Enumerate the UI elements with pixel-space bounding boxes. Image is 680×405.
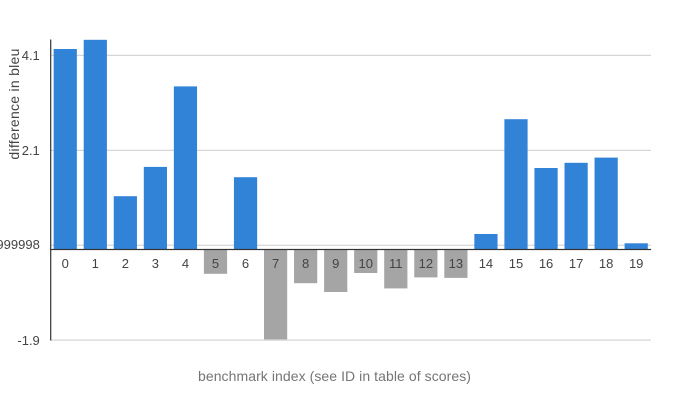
svg-text:0: 0 [62,256,69,271]
svg-text:1: 1 [92,256,99,271]
svg-text:4: 4 [182,256,189,271]
svg-text:18: 18 [599,256,613,271]
svg-text:benchmark index (see ID in tab: benchmark index (see ID in table of scor… [198,368,471,384]
svg-text:8: 8 [302,256,309,271]
svg-text:0.099999998: 0.099999998 [0,237,40,252]
svg-text:16: 16 [539,256,553,271]
svg-text:9: 9 [332,256,339,271]
svg-text:3: 3 [152,256,159,271]
svg-text:2.1: 2.1 [22,143,40,158]
svg-text:2: 2 [122,256,129,271]
svg-text:11: 11 [389,256,403,271]
svg-text:-1.9: -1.9 [17,333,39,348]
svg-text:19: 19 [629,256,643,271]
svg-text:6: 6 [242,256,249,271]
svg-text:14: 14 [479,256,493,271]
svg-text:13: 13 [449,256,463,271]
svg-text:17: 17 [569,256,583,271]
svg-text:4.1: 4.1 [22,48,40,63]
svg-text:difference in bleu: difference in bleu [6,48,22,159]
svg-text:12: 12 [419,256,433,271]
svg-text:5: 5 [212,256,219,271]
svg-text:15: 15 [509,256,523,271]
svg-text:7: 7 [272,256,279,271]
svg-text:10: 10 [359,256,373,271]
